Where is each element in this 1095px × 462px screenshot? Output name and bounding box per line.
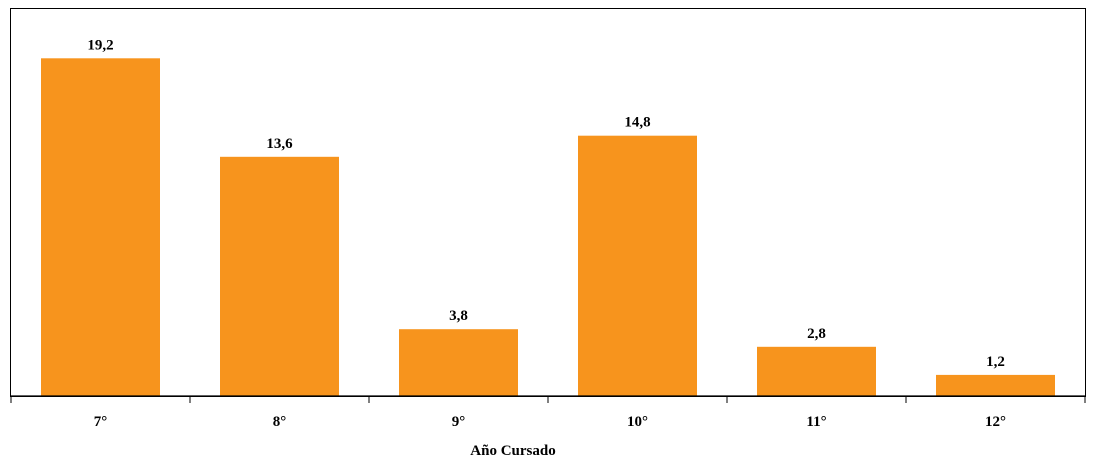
- x-axis: 7° 8° 9° 10° 11° 12°: [10, 395, 1086, 430]
- bar-value-label: 19,2: [87, 37, 113, 53]
- bar-value-label: 13,6: [266, 136, 293, 152]
- bar-value-label: 1,2: [986, 354, 1005, 370]
- x-tick-label: 10°: [627, 414, 648, 430]
- data-labels-layer: 19,2 13,6 3,8 14,8 2,8 1,2: [87, 37, 1005, 370]
- x-tick-label: 8°: [273, 414, 287, 430]
- bar: [578, 135, 697, 396]
- bar: [41, 58, 160, 397]
- bar: [757, 346, 876, 396]
- bar-value-label: 14,8: [624, 115, 650, 131]
- bar-value-label: 2,8: [807, 326, 826, 342]
- bar-value-label: 3,8: [449, 308, 468, 324]
- bar: [220, 156, 339, 396]
- x-tick-label: 7°: [94, 414, 108, 430]
- x-tick-label: 9°: [452, 414, 466, 430]
- bar: [399, 329, 518, 396]
- x-tick-label: 11°: [806, 414, 826, 430]
- bar: [936, 374, 1055, 396]
- x-tick-label: 12°: [985, 414, 1006, 430]
- bars-layer: [41, 58, 1055, 397]
- plot-area-frame: [10, 8, 1086, 397]
- x-axis-title: Año Cursado: [470, 443, 555, 459]
